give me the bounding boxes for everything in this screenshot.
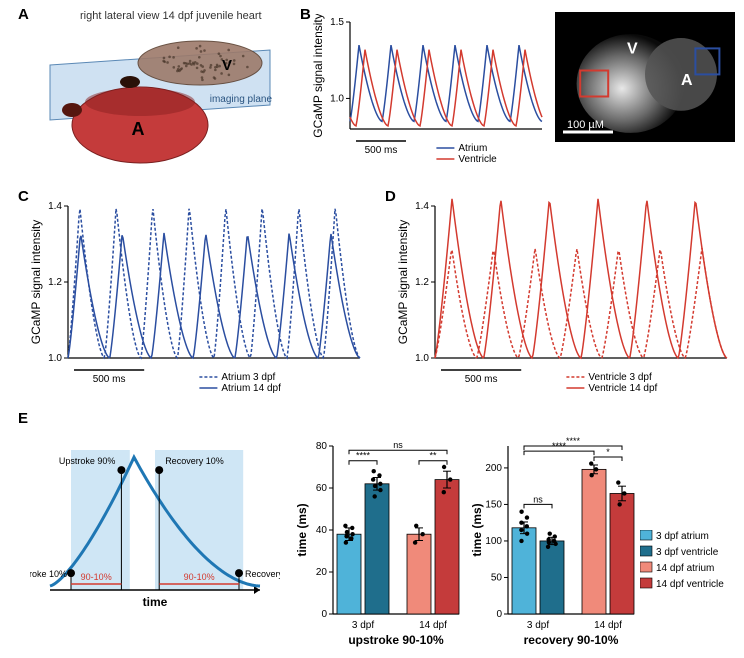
svg-text:Atrium 3 dpf: Atrium 3 dpf (221, 372, 275, 383)
svg-text:3 dpf ventricle: 3 dpf ventricle (656, 547, 719, 558)
svg-text:3 dpf atrium: 3 dpf atrium (656, 531, 709, 542)
panel-a-diagram: A Vimaging plane (30, 10, 290, 180)
panel-e-label: E (18, 410, 28, 427)
svg-text:Upstroke 90%: Upstroke 90% (59, 456, 116, 466)
panel-d-chart: 1.0 1.2 1.4 GCaMP signal intensity 500 ms Ven… (395, 198, 735, 398)
svg-text:recovery 90-10%: recovery 90-10% (524, 633, 619, 647)
svg-text:Ventricle: Ventricle (458, 154, 497, 165)
svg-text:imaging plane: imaging plane (210, 94, 273, 105)
svg-text:1.2: 1.2 (48, 277, 62, 288)
svg-text:14 dpf atrium: 14 dpf atrium (656, 563, 714, 574)
panel-e-bar-upstroke: 020406080time (ms)3 dpf14 dpf******nsups… (295, 420, 465, 650)
svg-text:1.5: 1.5 (330, 17, 344, 28)
svg-text:3 dpf: 3 dpf (352, 620, 374, 631)
svg-text:60: 60 (316, 483, 328, 494)
svg-text:V: V (222, 57, 232, 74)
svg-text:1.2: 1.2 (415, 277, 429, 288)
svg-text:3 dpf: 3 dpf (527, 620, 549, 631)
svg-text:GCaMP signal intensity: GCaMP signal intensity (396, 220, 410, 345)
svg-text:20: 20 (316, 567, 328, 578)
svg-text:*: * (606, 447, 610, 457)
svg-text:200: 200 (485, 463, 502, 474)
svg-text:1.0: 1.0 (415, 353, 429, 364)
svg-text:500 ms: 500 ms (465, 374, 498, 385)
svg-text:0: 0 (496, 609, 502, 620)
svg-text:500 ms: 500 ms (365, 145, 398, 156)
svg-text:time: time (143, 595, 168, 609)
panel-a-label: A (18, 6, 29, 23)
panel-c-chart: 1.0 1.2 1.4 GCaMP signal intensity 500 ms Atr… (28, 198, 368, 398)
svg-text:Recovery 90%: Recovery 90% (245, 569, 280, 579)
svg-text:150: 150 (485, 499, 502, 510)
panel-e-legend: 3 dpf atrium 3 dpf ventricle 14 dpf atrium… (640, 530, 740, 610)
svg-text:100: 100 (485, 536, 502, 547)
svg-text:Ventricle 14 dpf: Ventricle 14 dpf (588, 383, 657, 394)
svg-text:80: 80 (316, 441, 328, 452)
svg-text:100 µM: 100 µM (567, 119, 604, 131)
panel-e-schematic: Upstroke 10% Upstroke 90% Recovery 10% Reco… (30, 430, 280, 630)
svg-text:Upstroke 10%: Upstroke 10% (30, 569, 67, 579)
panel-a-title: right lateral view 14 dpf juvenile heart (80, 10, 262, 22)
svg-text:V: V (627, 41, 638, 58)
svg-text:****: **** (566, 436, 581, 446)
svg-text:Ventricle 3 dpf: Ventricle 3 dpf (588, 372, 652, 383)
svg-text:90-10%: 90-10% (184, 572, 215, 582)
svg-text:1.0: 1.0 (48, 353, 62, 364)
svg-text:40: 40 (316, 525, 328, 536)
svg-text:1.4: 1.4 (415, 201, 429, 212)
svg-text:GCaMP signal intensity: GCaMP signal intensity (311, 14, 325, 138)
svg-text:Atrium 14 dpf: Atrium 14 dpf (221, 383, 281, 394)
svg-text:ns: ns (533, 494, 543, 504)
svg-text:A: A (681, 72, 693, 89)
svg-text:14 dpf ventricle: 14 dpf ventricle (656, 579, 724, 590)
svg-text:90-10%: 90-10% (81, 572, 112, 582)
svg-text:Recovery 10%: Recovery 10% (165, 456, 224, 466)
svg-text:Atrium: Atrium (458, 143, 487, 154)
svg-text:time (ms): time (ms) (295, 503, 309, 556)
svg-text:14 dpf: 14 dpf (594, 620, 622, 631)
panel-b-chart: 1.0 1.5 GCaMP signal intensity 500 ms Atrium… (310, 14, 550, 169)
svg-text:**: ** (429, 451, 437, 461)
panel-e-bar-recovery: 050100150200time (ms)3 dpf14 dpfns******… (470, 420, 640, 650)
panel-b-image: V A 100 µM (555, 12, 735, 142)
svg-text:****: **** (356, 451, 371, 461)
svg-text:0: 0 (321, 609, 327, 620)
svg-text:A: A (132, 119, 145, 139)
svg-text:GCaMP signal intensity: GCaMP signal intensity (29, 220, 43, 345)
svg-text:time (ms): time (ms) (470, 503, 484, 556)
svg-text:50: 50 (491, 572, 503, 583)
svg-text:upstroke 90-10%: upstroke 90-10% (348, 633, 444, 647)
svg-text:ns: ns (393, 440, 403, 450)
svg-text:14 dpf: 14 dpf (419, 620, 447, 631)
svg-text:1.0: 1.0 (330, 93, 344, 104)
svg-text:500 ms: 500 ms (93, 374, 126, 385)
svg-text:1.4: 1.4 (48, 201, 62, 212)
